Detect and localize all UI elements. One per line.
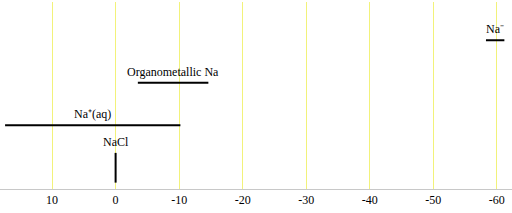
svg-text:10: 10 — [46, 193, 58, 207]
svg-text:-30: -30 — [298, 193, 314, 207]
svg-text:Organometallic Na: Organometallic Na — [127, 65, 219, 79]
svg-text:-50: -50 — [425, 193, 441, 207]
svg-text:Na⁻: Na⁻ — [486, 22, 504, 36]
svg-text:-10: -10 — [171, 193, 187, 207]
svg-text:0: 0 — [113, 193, 119, 207]
svg-text:NaCl: NaCl — [103, 135, 129, 149]
svg-text:Na⁺(aq): Na⁺(aq) — [74, 107, 111, 121]
svg-text:-40: -40 — [362, 193, 378, 207]
svg-text:-60: -60 — [489, 193, 505, 207]
svg-text:-20: -20 — [235, 193, 251, 207]
